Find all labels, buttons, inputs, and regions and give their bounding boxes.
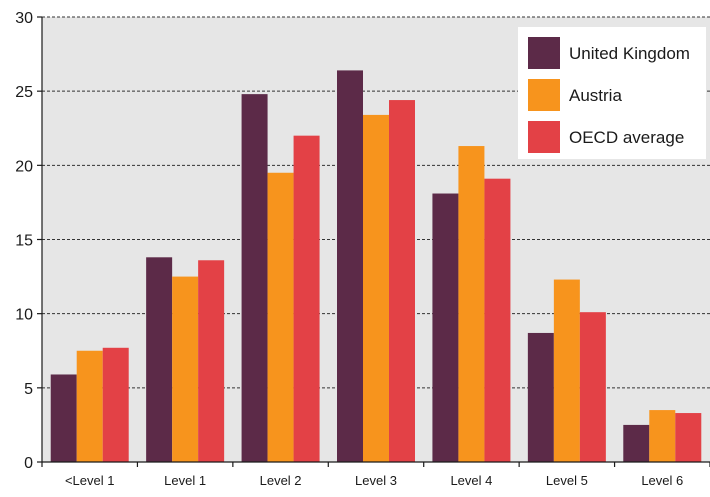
x-tick-label-6: Level 6	[641, 473, 683, 488]
x-tick-label-2: Level 2	[260, 473, 302, 488]
legend-swatch-2	[528, 121, 560, 153]
bar-oecd-average-1	[198, 260, 225, 462]
bar-austria-3	[363, 114, 389, 463]
legend-swatch-1	[528, 79, 560, 111]
bars	[50, 70, 702, 463]
legend-label-1: Austria	[569, 86, 622, 105]
bar-austria-1	[172, 276, 199, 462]
bar-austria-6	[649, 410, 676, 462]
bar-united-kingdom-3	[337, 70, 363, 463]
y-tick-label-15: 15	[15, 233, 33, 250]
legend: United Kingdom Austria OECD average	[518, 27, 706, 159]
x-tick-label-0: <Level 1	[65, 473, 115, 488]
bar-austria-2	[267, 172, 294, 462]
axes	[37, 16, 710, 467]
bar-austria-5	[553, 279, 580, 462]
bar-oecd-average-0	[102, 347, 129, 462]
bar-austria-4	[458, 146, 485, 463]
y-tick-label-20: 20	[15, 158, 33, 175]
legend-swatch-0	[528, 37, 560, 69]
legend-label-2: OECD average	[569, 128, 684, 147]
y-tick-label-10: 10	[15, 307, 33, 324]
y-axis-tick-labels: 0 5 10 15 20 25 30	[15, 10, 33, 472]
x-axis-tick-labels: <Level 1 Level 1 Level 2 Level 3 Level 4 Leve…	[65, 473, 683, 488]
bar-united-kingdom-5	[527, 332, 554, 462]
bar-united-kingdom-0	[50, 374, 77, 462]
x-tick-label-3: Level 3	[355, 473, 397, 488]
x-tick-label-4: Level 4	[450, 473, 492, 488]
y-tick-label-30: 30	[15, 10, 33, 27]
bar-oecd-average-6	[675, 413, 702, 462]
bar-united-kingdom-4	[432, 193, 459, 462]
y-tick-label-25: 25	[15, 84, 33, 101]
bar-oecd-average-4	[484, 178, 511, 462]
bar-oecd-average-5	[579, 312, 606, 462]
legend-label-0: United Kingdom	[569, 44, 690, 63]
bar-oecd-average-2	[293, 135, 320, 462]
bar-united-kingdom-2	[241, 94, 268, 462]
bar-united-kingdom-6	[623, 424, 650, 462]
bar-oecd-average-3	[389, 100, 415, 463]
y-tick-label-5: 5	[24, 381, 33, 398]
bar-austria-0	[76, 350, 103, 462]
bar-united-kingdom-1	[146, 257, 173, 462]
y-tick-label-0: 0	[24, 455, 33, 472]
x-tick-label-5: Level 5	[546, 473, 588, 488]
x-tick-label-1: Level 1	[164, 473, 206, 488]
